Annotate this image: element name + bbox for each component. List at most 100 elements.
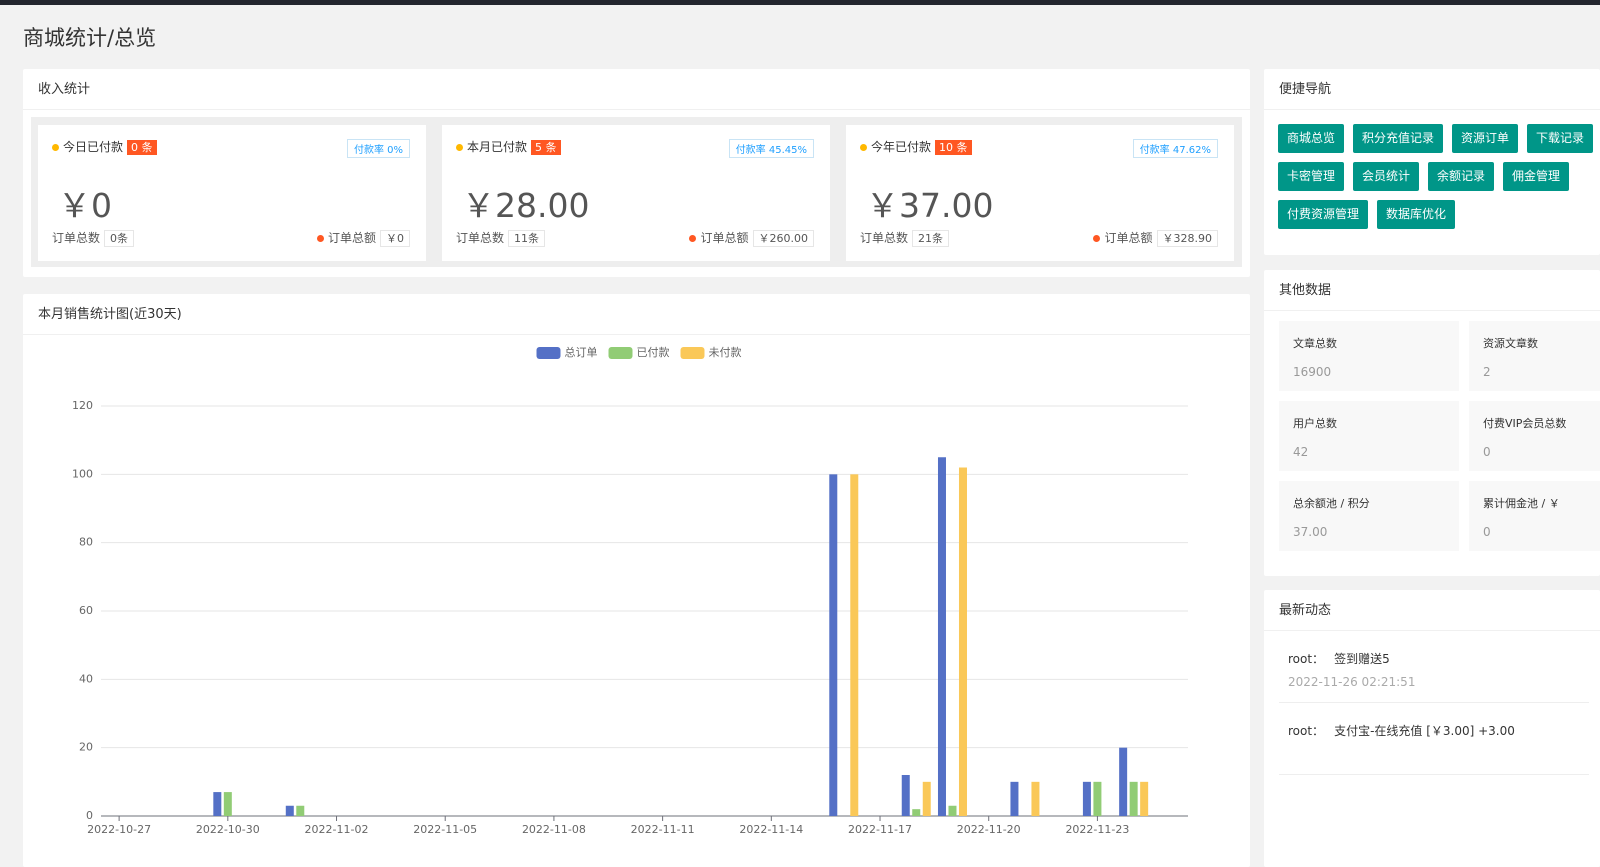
bar [912, 809, 921, 816]
bar [1119, 747, 1128, 816]
activity-text: 支付宝-在线充值 [￥3.00] +3.00 [1334, 724, 1515, 738]
stat-value: 37.00 [1293, 525, 1328, 539]
bar [937, 457, 946, 816]
user: root： [1288, 652, 1325, 666]
order-count: 订单总数 11条 [456, 229, 546, 247]
x-tick-label: 2022-11-08 [522, 823, 586, 836]
stat-value: 42 [1293, 445, 1309, 459]
pay-rate: 付款率 0% [346, 139, 410, 158]
order-total: 订单总额 ￥260.00 [689, 229, 814, 247]
stat-value: 0 [1483, 445, 1491, 459]
divider [1279, 774, 1589, 775]
bar [1129, 781, 1138, 816]
stat-box: 总余额池 / 积分 37.00 [1279, 481, 1459, 551]
count-badge: 5 条 [531, 140, 561, 155]
bar [1010, 781, 1019, 816]
nav-button[interactable]: 佣金管理 [1503, 162, 1570, 191]
user: root： [1288, 724, 1325, 738]
activity-time: 2022-11-26 02:21:51 [1288, 675, 1416, 689]
x-tick-label: 2022-11-14 [739, 823, 803, 836]
x-tick-label: 2022-11-05 [413, 823, 477, 836]
nav-button[interactable]: 余额记录 [1428, 162, 1495, 191]
order-total: 订单总额 ￥0 [316, 229, 410, 247]
nav-button[interactable]: 卡密管理 [1278, 162, 1345, 191]
nav-button[interactable]: 付费资源管理 [1278, 200, 1369, 229]
income-card: 今年已付款 10 条 付款率 47.62% ￥37.00 订单总数 21条 订单总额 ￥328… [846, 125, 1234, 261]
bar [1031, 781, 1040, 816]
amount: ￥37.00 [866, 186, 994, 225]
label: 订单总数 [456, 231, 505, 245]
bar [223, 792, 232, 816]
divider [1279, 702, 1589, 703]
stat-label: 用户总数 [1293, 417, 1337, 430]
y-tick-label: 20 [79, 741, 93, 754]
bar [948, 805, 957, 816]
legend-swatch [536, 347, 561, 359]
bar [829, 474, 838, 816]
nav-button[interactable]: 会员统计 [1353, 162, 1420, 191]
bar [1082, 781, 1091, 816]
label: 订单总数 [860, 231, 909, 245]
bar [1140, 781, 1149, 816]
quick-nav-panel: 便捷导航 商城总览 积分充值记录 资源订单 下载记录卡密管理 会员统计 余额记录 佣金管理付… [1264, 69, 1600, 255]
stat-box: 累计佣金池 / ￥ 0 [1469, 481, 1600, 551]
activity-item: root： 签到赠送5 2022-11-26 02:21:51 [1288, 650, 1588, 689]
stat-label: 付费VIP会员总数 [1483, 417, 1567, 430]
recent-panel: 最新动态 root： 签到赠送5 2022-11-26 02:21:51 root： 支… [1264, 590, 1600, 867]
activity-text: 签到赠送5 [1334, 652, 1390, 666]
label: 订单总数 [52, 231, 101, 245]
value: ￥0 [380, 230, 410, 247]
status-dot [52, 144, 59, 151]
card-label: 本月已付款 [467, 140, 528, 154]
nav-button[interactable]: 积分充值记录 [1353, 124, 1444, 153]
stat-box: 付费VIP会员总数 0 [1469, 401, 1600, 471]
y-tick-label: 100 [72, 467, 93, 480]
income-panel: 收入统计 今日已付款 0 条付款率 0% ￥0 订单总数 0条 订单总额 ￥0 本月已付款 5 … [23, 69, 1250, 277]
income-card: 本月已付款 5 条 付款率 45.45% ￥28.00 订单总数 11条 订单总额 ￥260.… [442, 125, 830, 261]
stat-label: 文章总数 [1293, 337, 1337, 350]
panel-title: 其他数据 [1264, 270, 1600, 311]
stat-value: 2 [1483, 365, 1491, 379]
x-tick-label: 2022-11-02 [305, 823, 369, 836]
page-title: 商城统计/总览 [23, 26, 157, 50]
value: 0条 [104, 230, 135, 247]
x-tick-label: 2022-11-20 [957, 823, 1021, 836]
pay-rate: 付款率 45.45% [728, 139, 814, 158]
value: ￥328.90 [1156, 230, 1218, 247]
x-tick-label: 2022-11-17 [848, 823, 912, 836]
card-row: 今日已付款 0 条付款率 0% ￥0 订单总数 0条 订单总额 ￥0 本月已付款 5 条付款率 … [31, 117, 1242, 267]
y-tick-label: 80 [79, 536, 93, 549]
stat-box: 资源文章数 2 [1469, 321, 1600, 391]
panel-title: 便捷导航 [1264, 69, 1600, 110]
status-dot [456, 144, 463, 151]
nav-button[interactable]: 下载记录 [1527, 124, 1594, 153]
y-tick-label: 120 [72, 399, 93, 412]
y-tick-label: 0 [86, 809, 93, 822]
count-badge: 0 条 [127, 140, 157, 155]
card-header: 今日已付款 0 条 [52, 138, 157, 155]
card-label: 今日已付款 [63, 140, 124, 154]
stat-value: 0 [1483, 525, 1491, 539]
nav-button[interactable]: 商城总览 [1278, 124, 1345, 153]
stat-label: 累计佣金池 / ￥ [1483, 497, 1560, 510]
status-dot [860, 144, 867, 151]
label: 订单总额 [327, 231, 376, 245]
y-tick-label: 60 [79, 604, 93, 617]
value: 21条 [912, 230, 950, 247]
count-badge: 10 条 [935, 140, 972, 155]
y-tick-label: 40 [79, 672, 93, 685]
bar [850, 474, 859, 816]
label: 订单总额 [700, 231, 749, 245]
legend-label: 未付款 [709, 345, 742, 359]
status-dot [1093, 235, 1101, 242]
bar [922, 781, 931, 816]
legend-swatch [608, 347, 633, 359]
legend-swatch [680, 347, 705, 359]
value: 11条 [508, 230, 546, 247]
nav-button[interactable]: 资源订单 [1452, 124, 1519, 153]
stat-label: 总余额池 / 积分 [1293, 497, 1370, 510]
x-tick-label: 2022-11-23 [1065, 823, 1129, 836]
nav-button[interactable]: 数据库优化 [1377, 200, 1456, 229]
label: 订单总额 [1104, 231, 1153, 245]
